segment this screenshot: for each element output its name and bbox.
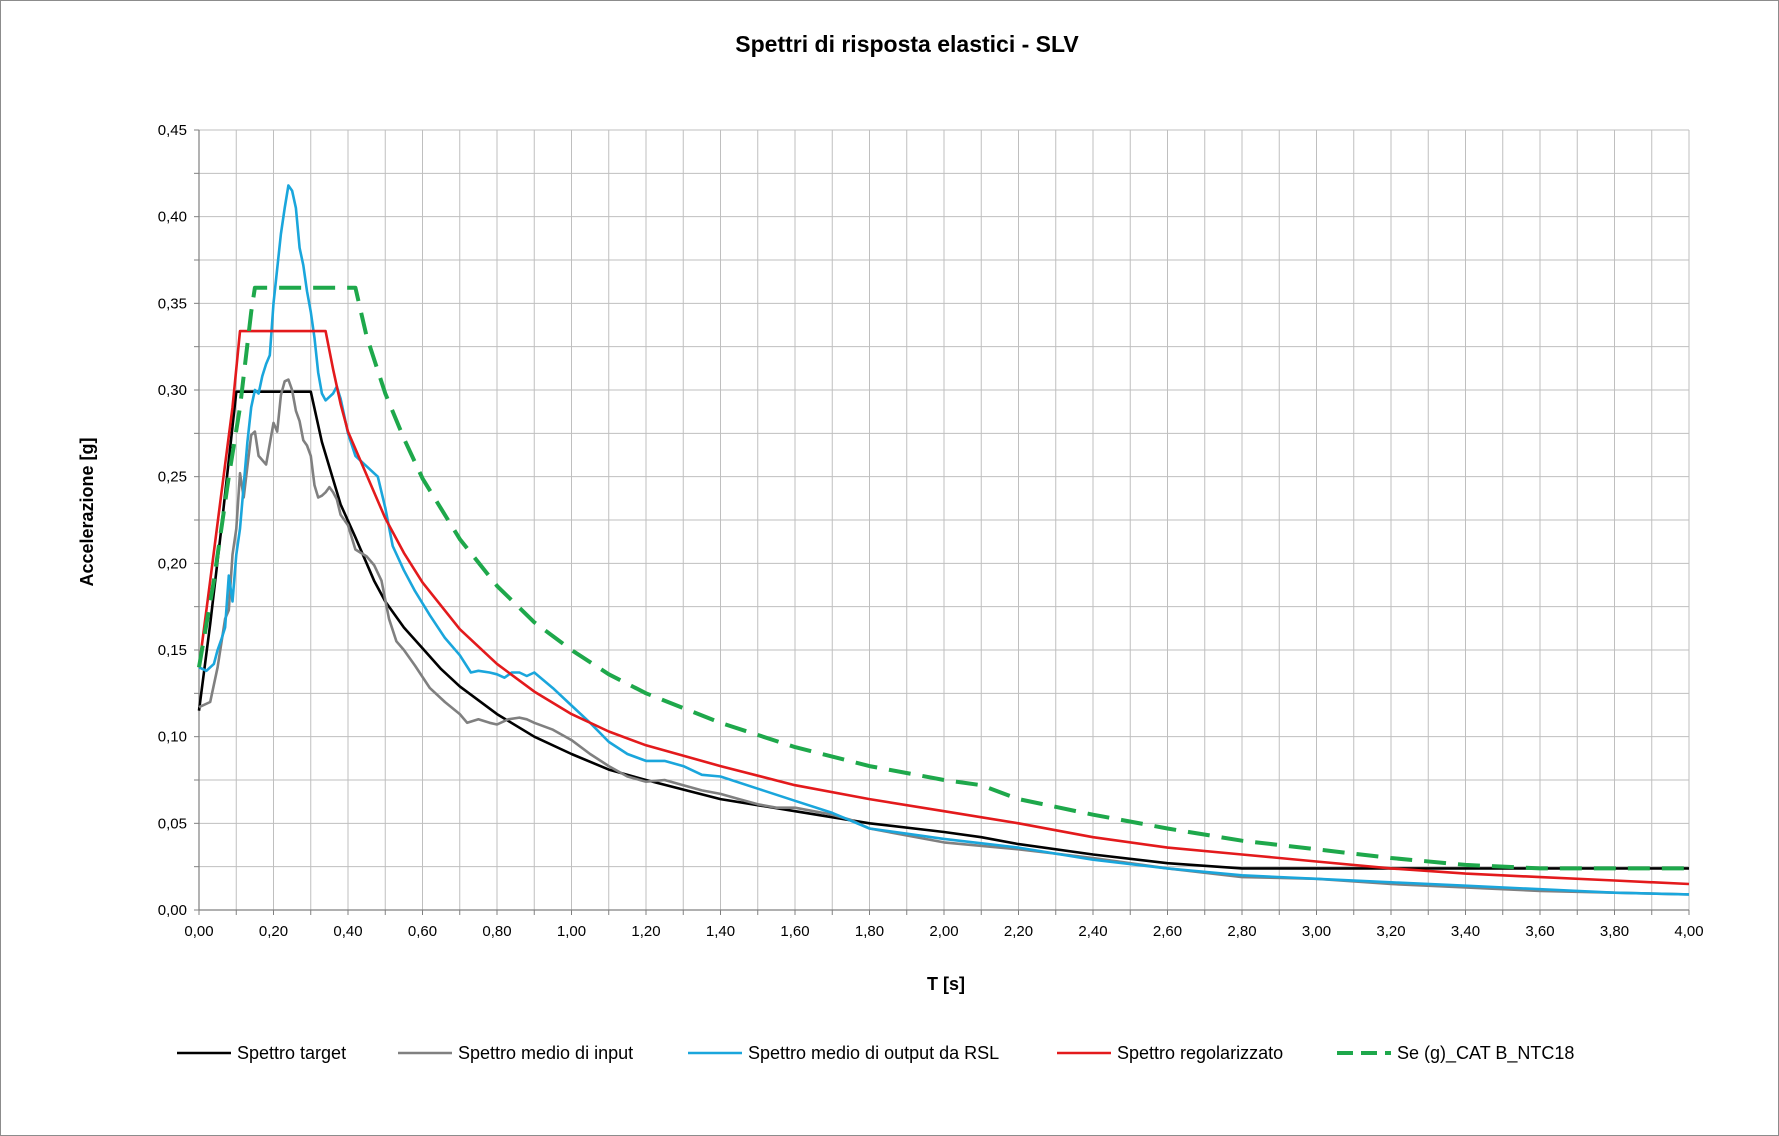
y-tick-label: 0,35 (158, 295, 187, 312)
y-tick-label: 0,05 (158, 815, 187, 832)
x-tick-label: 0,60 (408, 923, 437, 940)
axes (194, 129, 1690, 915)
series-line-2 (198, 184, 1690, 896)
x-axis-title: T [s] (927, 974, 965, 994)
x-tick-label: 1,00 (557, 923, 586, 940)
series-layer (197, 184, 1690, 896)
series-line-3 (197, 329, 1690, 886)
y-tick-label: 0,10 (158, 729, 187, 746)
x-tick-label: 3,60 (1525, 923, 1554, 940)
chart-title: Spettri di risposta elastici - SLV (735, 31, 1079, 57)
x-tick-label: 0,20 (259, 923, 288, 940)
grid-lines (199, 129, 1690, 910)
x-tick-label: 2,20 (1004, 923, 1033, 940)
legend: Spettro target Spettro medio di input Spet… (177, 1043, 1574, 1064)
series-line-0 (197, 390, 1689, 870)
x-tick-label: 0,00 (184, 923, 213, 940)
x-tick-label: 3,20 (1376, 923, 1405, 940)
y-axis-title: Accelerazione [g] (77, 437, 97, 586)
x-tick-label: 1,40 (706, 923, 735, 940)
y-tick-label: 0,45 (158, 122, 187, 139)
y-tick-label: 0,00 (158, 902, 187, 919)
x-tick-label: 2,80 (1227, 923, 1256, 940)
x-tick-label: 3,40 (1451, 923, 1480, 940)
y-tick-label: 0,15 (158, 642, 187, 659)
x-tick-label: 3,00 (1302, 923, 1331, 940)
x-tick-label: 0,80 (482, 923, 511, 940)
legend-label-1: Spettro medio di input (458, 1043, 633, 1063)
y-tick-label: 0,30 (158, 382, 187, 399)
x-tick-label: 3,80 (1600, 923, 1629, 940)
legend-label-2: Spettro medio di output da RSL (748, 1043, 999, 1063)
legend-label-3: Spettro regolarizzato (1117, 1043, 1283, 1063)
series-line-4 (197, 285, 1689, 871)
x-tick-label: 0,40 (333, 923, 362, 940)
x-tick-labels: 0,00 0,20 0,40 0,60 0,80 1,00 1,20 1,40 1,60 1,80… (184, 923, 1703, 940)
x-tick-label: 1,60 (780, 923, 809, 940)
x-tick-label: 4,00 (1674, 923, 1703, 940)
legend-label-4: Se (g)_CAT B_NTC18 (1397, 1043, 1574, 1064)
x-tick-label: 2,40 (1078, 923, 1107, 940)
y-tick-label: 0,20 (158, 555, 187, 572)
x-tick-label: 2,00 (929, 923, 958, 940)
y-tick-labels: 0,00 0,05 0,10 0,15 0,20 0,25 0,30 0,35 0,40 0,45 (158, 122, 187, 919)
y-tick-label: 0,25 (158, 469, 187, 486)
x-tick-label: 1,20 (631, 923, 660, 940)
legend-label-0: Spettro target (237, 1043, 346, 1063)
y-tick-label: 0,40 (158, 209, 187, 226)
x-tick-label: 1,80 (855, 923, 884, 940)
x-tick-label: 2,60 (1153, 923, 1182, 940)
